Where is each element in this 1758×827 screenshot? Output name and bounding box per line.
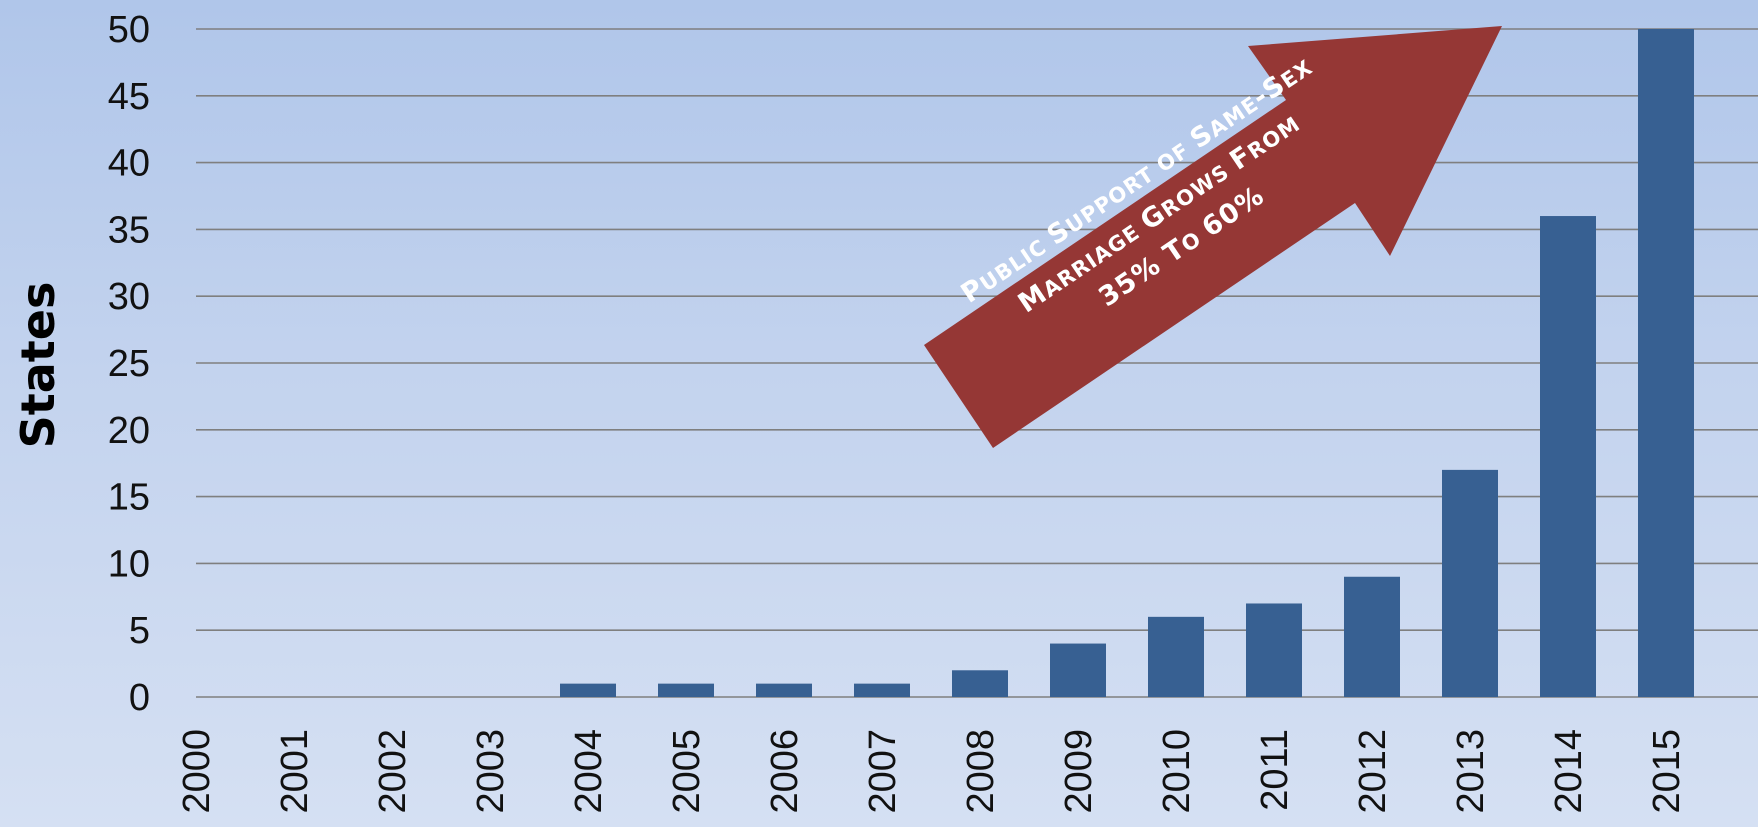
y-tick-label: 45	[108, 76, 150, 118]
trend-arrow	[924, 26, 1502, 448]
x-axis-ticks: 2000 2001 2002 2003 2004 2005 2006 2007 2008 2009…	[176, 729, 1688, 814]
x-tick-label: 2012	[1352, 729, 1394, 814]
y-tick-label: 30	[108, 276, 150, 318]
x-tick-label: 2009	[1058, 729, 1100, 814]
bar	[1638, 29, 1694, 697]
y-axis-ticks: 0 5 10 15 20 25 30 35 40 45 50	[108, 9, 150, 719]
bar	[1442, 469, 1498, 697]
bar	[658, 683, 714, 697]
trend-arrow-annotation: PUBLIC SUPPORT OF SAME-SEXMARRIAGE GROWS…	[924, 26, 1502, 448]
y-tick-label: 35	[108, 209, 150, 251]
x-tick-label: 2002	[372, 729, 414, 814]
y-tick-label: 10	[108, 543, 150, 585]
y-tick-label: 20	[108, 410, 150, 452]
bar	[1050, 643, 1106, 697]
x-tick-label: 2000	[176, 729, 218, 814]
x-tick-label: 2006	[764, 729, 806, 814]
bar	[1148, 616, 1204, 697]
x-tick-label: 2007	[862, 729, 904, 814]
y-tick-label: 0	[129, 677, 150, 719]
x-tick-label: 2015	[1646, 729, 1688, 814]
x-tick-label: 2008	[960, 729, 1002, 814]
bar	[854, 683, 910, 697]
x-tick-label: 2010	[1156, 729, 1198, 814]
bar	[952, 670, 1008, 697]
x-tick-label: 2014	[1548, 729, 1590, 814]
y-axis-title: States	[11, 282, 65, 449]
x-tick-label: 2013	[1450, 729, 1492, 814]
x-tick-label: 2005	[666, 729, 708, 814]
x-tick-label: 2011	[1254, 729, 1296, 811]
bar	[1246, 603, 1302, 697]
bar	[560, 683, 616, 697]
y-tick-label: 50	[108, 9, 150, 51]
x-tick-label: 2001	[274, 729, 316, 814]
bar	[1540, 216, 1596, 698]
y-tick-label: 25	[108, 343, 150, 385]
y-tick-label: 40	[108, 143, 150, 185]
bar	[1344, 576, 1400, 697]
bars	[560, 29, 1694, 698]
bar	[756, 683, 812, 697]
x-tick-label: 2004	[568, 729, 610, 814]
x-tick-label: 2003	[470, 729, 512, 814]
y-tick-label: 5	[129, 610, 150, 652]
y-tick-label: 15	[108, 477, 150, 519]
